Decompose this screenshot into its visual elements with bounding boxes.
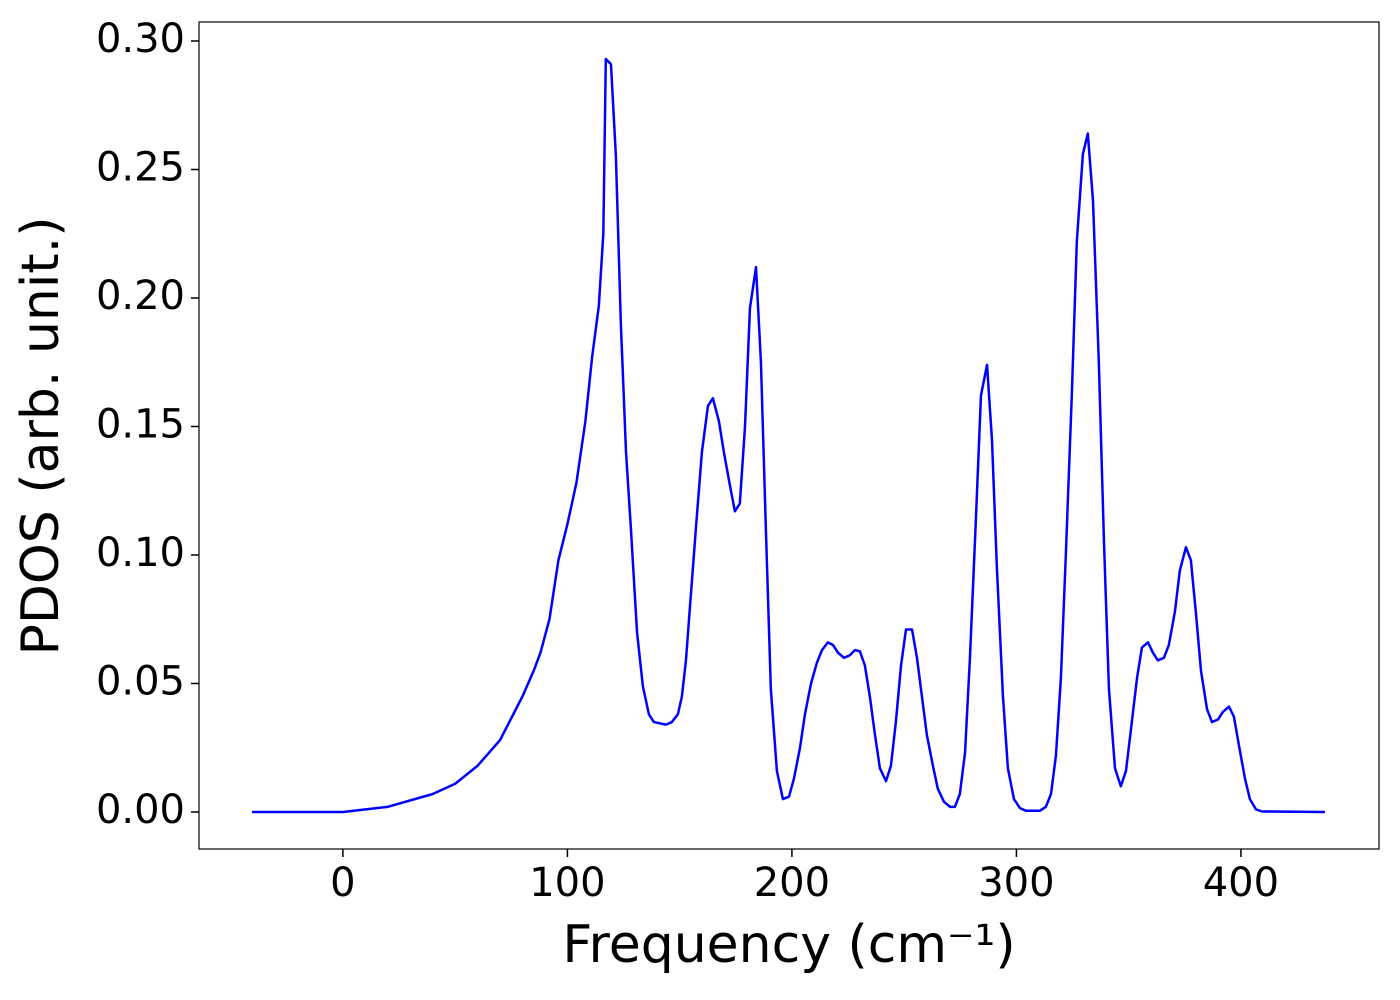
x-tick-label: 200 bbox=[754, 860, 830, 906]
y-tick-label: 0.20 bbox=[96, 273, 185, 319]
x-axis-label: Frequency (cm⁻¹) bbox=[562, 915, 1015, 975]
x-tick-label: 100 bbox=[529, 860, 605, 906]
line-series bbox=[251, 57, 1325, 814]
y-tick-label: 0.00 bbox=[96, 787, 185, 833]
y-tick-label: 0.30 bbox=[96, 16, 185, 62]
x-tick-label: 400 bbox=[1203, 860, 1279, 906]
y-tick-label: 0.10 bbox=[96, 530, 185, 576]
x-tick-label: 300 bbox=[978, 860, 1054, 906]
plot-frame bbox=[198, 21, 1380, 850]
y-tick-label: 0.15 bbox=[96, 402, 185, 448]
y-axis-label: PDOS (arb. unit.) bbox=[11, 216, 71, 655]
y-tick-label: 0.05 bbox=[96, 658, 185, 704]
x-tick-label: 0 bbox=[330, 860, 355, 906]
y-tick-label: 0.25 bbox=[96, 145, 185, 191]
